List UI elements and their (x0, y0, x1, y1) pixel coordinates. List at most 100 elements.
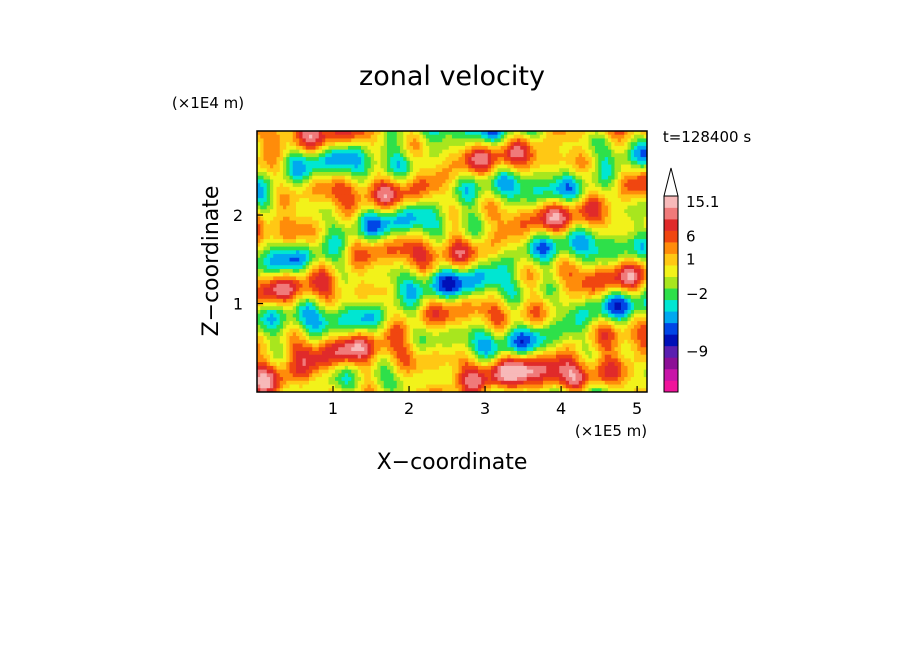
heatmap-cell (601, 134, 606, 139)
heatmap-cell (637, 190, 641, 195)
heatmap-cell (292, 186, 297, 192)
heatmap-cell (575, 131, 580, 136)
heatmap-cell (552, 164, 557, 169)
heatmap-cell (351, 268, 355, 274)
heatmap-cell (380, 280, 385, 285)
heatmap-cell (409, 239, 414, 244)
heatmap-cell (289, 268, 294, 274)
heatmap-cell (315, 231, 320, 236)
heatmap-cell (458, 186, 463, 192)
heatmap-cell (409, 216, 414, 221)
heatmap-cell (455, 224, 459, 229)
heatmap-cell (481, 194, 485, 199)
heatmap-cell (617, 231, 622, 236)
heatmap-cell (481, 220, 485, 225)
heatmap-cell (432, 224, 437, 229)
heatmap-cell (556, 198, 560, 203)
heatmap-cell (380, 145, 385, 151)
heatmap-cell (517, 131, 521, 136)
heatmap-cell (276, 201, 281, 206)
heatmap-cell (400, 183, 404, 188)
heatmap-cell (292, 209, 297, 214)
heatmap-cell (396, 186, 401, 192)
heatmap-cell (403, 175, 407, 180)
heatmap-cell (621, 183, 625, 188)
heatmap-cell (526, 183, 531, 188)
heatmap-cell (530, 276, 534, 281)
heatmap-cell (546, 157, 550, 162)
heatmap-cell (357, 142, 362, 147)
heatmap-cell (338, 235, 342, 240)
heatmap-cell (393, 149, 398, 154)
heatmap-cell (419, 283, 424, 288)
heatmap-cell (273, 257, 277, 262)
heatmap-cell (374, 268, 378, 274)
heatmap-cell (617, 257, 622, 262)
heatmap-cell (491, 227, 495, 233)
heatmap-cell (364, 160, 368, 165)
heatmap-cell (315, 265, 320, 270)
heatmap-cell (546, 168, 550, 173)
heatmap-cell (578, 220, 583, 225)
heatmap-cell (621, 149, 625, 154)
heatmap-cell (491, 153, 495, 158)
heatmap-cell (432, 186, 437, 192)
heatmap-cell (507, 149, 511, 154)
heatmap-cell (552, 220, 557, 225)
heatmap-cell (517, 186, 521, 192)
heatmap-cell (279, 213, 284, 218)
heatmap-cell (458, 231, 463, 236)
heatmap-cell (471, 186, 476, 192)
heatmap-cell (328, 179, 333, 184)
heatmap-cell (572, 164, 576, 169)
heatmap-cell (273, 201, 277, 206)
heatmap-cell (377, 268, 381, 274)
heatmap-cell (640, 209, 645, 214)
heatmap-cell (539, 272, 544, 277)
heatmap-cell (520, 242, 524, 247)
heatmap-cell (305, 209, 310, 214)
heatmap-cell (465, 142, 469, 147)
heatmap-cell (572, 194, 576, 199)
heatmap-cell (604, 250, 609, 255)
heatmap-cell (455, 142, 459, 147)
heatmap-cell (520, 149, 524, 154)
heatmap-cell (510, 168, 515, 173)
heatmap-cell (400, 131, 404, 136)
heatmap-cell (325, 168, 329, 173)
heatmap-cell (448, 261, 453, 266)
heatmap-cell (351, 153, 355, 158)
heatmap-cell (335, 265, 339, 270)
heatmap-cell (621, 175, 625, 180)
heatmap-cell (283, 145, 287, 151)
heatmap-cell (442, 242, 446, 247)
heatmap-cell (305, 186, 310, 192)
heatmap-cell (487, 268, 492, 274)
heatmap-cell (354, 205, 359, 210)
heatmap-cell (413, 242, 417, 247)
heatmap-cell (497, 142, 502, 147)
heatmap-cell (481, 131, 485, 136)
heatmap-cell (510, 186, 515, 192)
heatmap-cell (318, 250, 323, 255)
heatmap-cell (627, 186, 632, 192)
heatmap-cell (328, 220, 333, 225)
heatmap-cell (543, 172, 547, 177)
heatmap-cell (351, 131, 355, 136)
heatmap-cell (364, 283, 368, 288)
heatmap-cell (380, 254, 385, 259)
heatmap-cell (367, 160, 372, 165)
heatmap-cell (455, 153, 459, 158)
heatmap-cell (312, 179, 316, 184)
heatmap-cell (299, 149, 303, 154)
heatmap-cell (400, 205, 404, 210)
heatmap-cell (445, 142, 450, 147)
heatmap-cell (533, 172, 537, 177)
heatmap-cell (500, 186, 505, 192)
heatmap-cell (403, 213, 407, 218)
heatmap-cell (572, 138, 576, 143)
heatmap-cell (387, 261, 391, 266)
heatmap-cell (419, 164, 424, 169)
heatmap-cell (283, 175, 287, 180)
heatmap-cell (439, 183, 443, 188)
